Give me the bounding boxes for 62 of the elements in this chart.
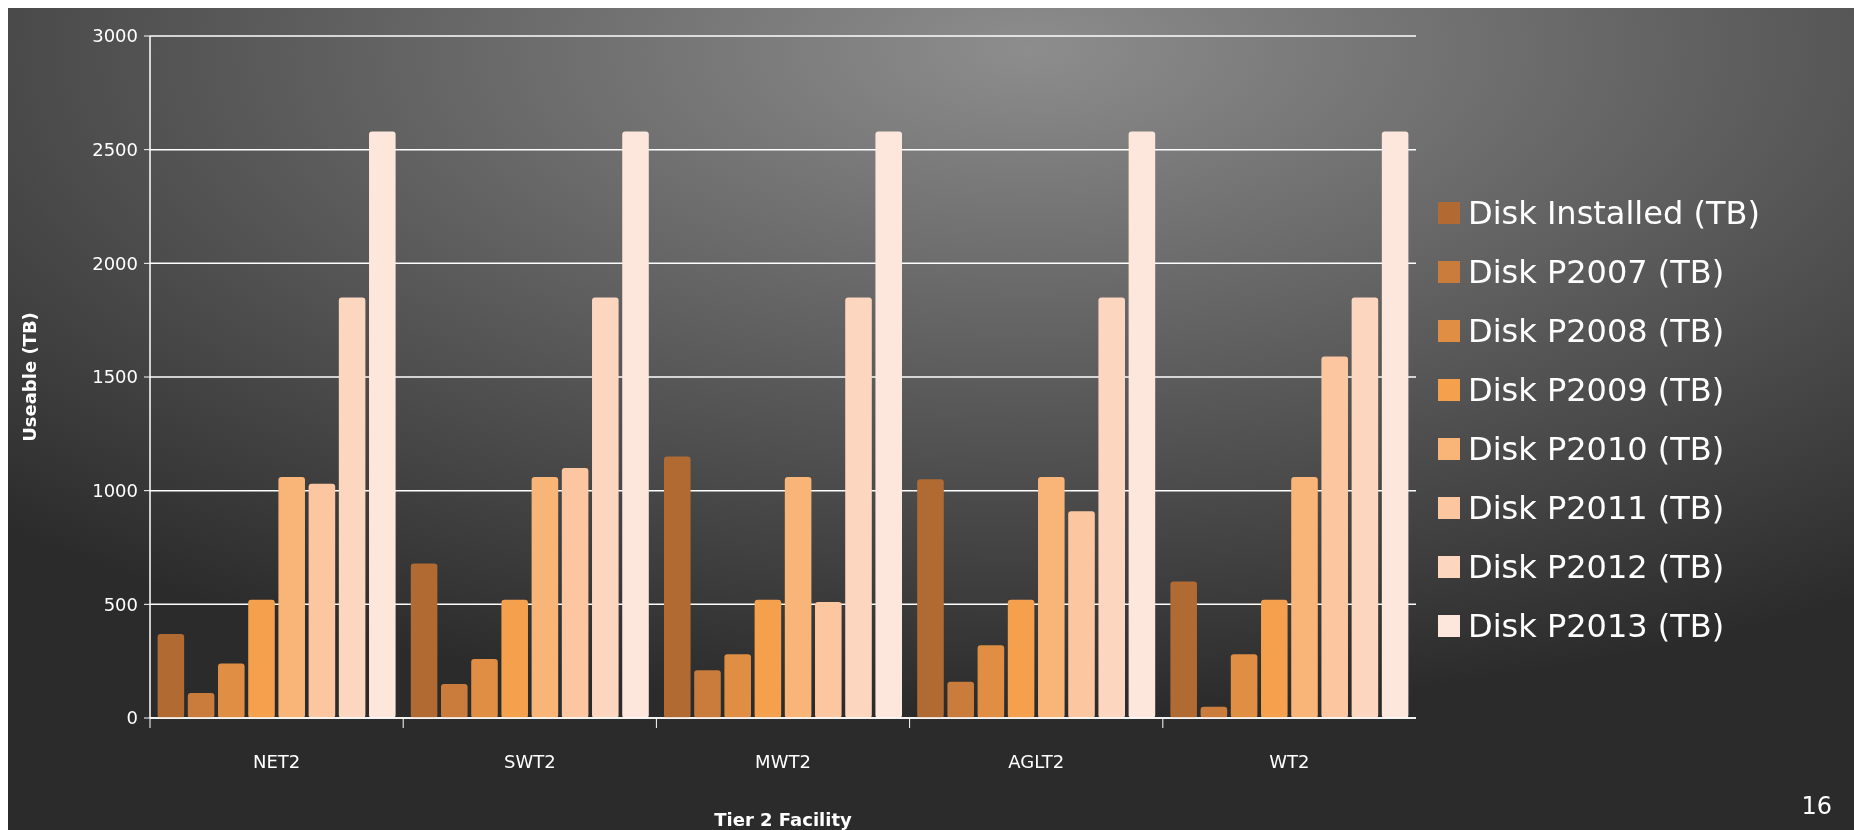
bar bbox=[1038, 477, 1065, 718]
y-tick-label: 2500 bbox=[92, 138, 138, 160]
bar bbox=[501, 599, 528, 718]
bar bbox=[754, 599, 782, 718]
bar bbox=[947, 681, 974, 718]
bar bbox=[592, 297, 619, 718]
bar bbox=[1007, 599, 1035, 718]
y-tick-label: 500 bbox=[103, 593, 138, 615]
x-tick-label: NET2 bbox=[252, 751, 301, 772]
bar bbox=[308, 483, 336, 718]
legend-label: Disk P2013 (TB) bbox=[1468, 607, 1725, 646]
x-tick-label: AGLT2 bbox=[1008, 751, 1065, 772]
bar bbox=[1128, 131, 1156, 718]
bar bbox=[338, 297, 366, 718]
bar bbox=[1351, 297, 1379, 718]
bar bbox=[845, 297, 872, 718]
bar bbox=[784, 477, 812, 718]
bar bbox=[157, 633, 185, 718]
bar bbox=[531, 477, 559, 718]
x-tick-label: WT2 bbox=[1269, 751, 1310, 772]
bar bbox=[622, 131, 649, 718]
bar bbox=[1068, 511, 1095, 718]
bar bbox=[1291, 477, 1318, 718]
bar bbox=[664, 456, 691, 718]
bar bbox=[917, 479, 944, 718]
bar bbox=[1321, 356, 1348, 718]
y-tick-label: 3000 bbox=[92, 25, 138, 47]
legend-label: Disk P2008 (TB) bbox=[1468, 312, 1725, 351]
bar bbox=[724, 654, 751, 718]
legend-label: Disk P2010 (TB) bbox=[1468, 430, 1725, 469]
bar bbox=[441, 683, 468, 718]
bar bbox=[1098, 297, 1125, 718]
y-axis-title: Useable (TB) bbox=[19, 312, 40, 442]
bar bbox=[187, 692, 215, 718]
y-tick-label: 2000 bbox=[92, 252, 138, 274]
bar bbox=[471, 658, 498, 718]
x-tick-label: SWT2 bbox=[503, 751, 556, 772]
bar bbox=[1230, 654, 1258, 718]
bar bbox=[1170, 581, 1197, 718]
bar bbox=[977, 645, 1005, 718]
y-tick-label: 1000 bbox=[92, 479, 138, 501]
legend-label: Disk Installed (TB) bbox=[1468, 194, 1760, 233]
legend-label: Disk P2007 (TB) bbox=[1468, 253, 1725, 292]
bar bbox=[1261, 599, 1288, 718]
bar bbox=[218, 663, 245, 718]
bar bbox=[369, 131, 396, 718]
legend-label: Disk P2012 (TB) bbox=[1468, 548, 1725, 587]
bar bbox=[1381, 131, 1409, 718]
text: 16 bbox=[1801, 792, 1832, 820]
bar bbox=[694, 670, 721, 718]
bar bbox=[278, 477, 305, 718]
bar bbox=[248, 599, 275, 718]
bar bbox=[410, 563, 438, 718]
bar bbox=[815, 602, 842, 718]
bar bbox=[561, 467, 589, 718]
legend-label: Disk P2011 (TB) bbox=[1468, 489, 1725, 528]
x-tick-label: MWT2 bbox=[755, 751, 811, 772]
bar bbox=[875, 131, 902, 718]
legend-label: Disk P2009 (TB) bbox=[1468, 371, 1725, 410]
y-tick-label: 1500 bbox=[92, 366, 138, 388]
x-axis-title: Tier 2 Facility bbox=[714, 809, 853, 830]
y-tick-label: 0 bbox=[126, 707, 138, 729]
